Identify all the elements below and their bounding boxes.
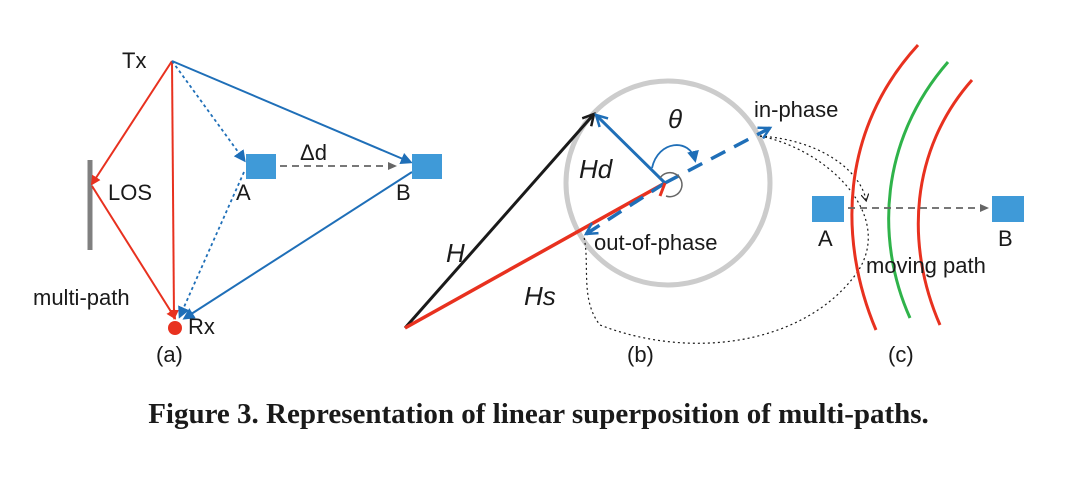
point-a-label: A xyxy=(236,180,251,205)
blue-dotted-tx-a xyxy=(171,60,246,163)
rx-label: Rx xyxy=(188,314,215,339)
dotted-curve-to-b xyxy=(583,135,869,344)
panel-a: Tx LOS multi-path Rx A B Δd (a) xyxy=(33,48,442,367)
delta-d-label: Δd xyxy=(300,140,327,165)
hd-label: Hd xyxy=(579,154,614,184)
blue-path-b-rx xyxy=(182,171,413,320)
panel-b: H Hd Hs θ in-phase out-of-phase (b) xyxy=(403,78,869,367)
blue-path-tx-b xyxy=(171,60,413,165)
block-a-c xyxy=(812,196,844,222)
blue-dotted-a-rx xyxy=(178,171,245,319)
panel-a-label: (a) xyxy=(156,342,183,367)
red-path-los xyxy=(168,60,179,320)
red-stub xyxy=(658,182,667,197)
point-a-c-label: A xyxy=(818,226,833,251)
h-label: H xyxy=(446,238,465,268)
in-phase-vector xyxy=(664,126,773,185)
out-of-phase-label: out-of-phase xyxy=(594,230,718,255)
dotted-curve-to-c xyxy=(759,135,866,200)
out-of-phase-vector xyxy=(583,181,666,236)
vector-hs xyxy=(404,181,666,330)
figure-caption: Figure 3. Representation of linear super… xyxy=(148,398,929,430)
fresnel-curve-red-2 xyxy=(916,79,974,326)
multipath-label: multi-path xyxy=(33,285,130,310)
theta-arc xyxy=(651,144,699,169)
theta-label: θ xyxy=(668,104,682,134)
point-b-label: B xyxy=(396,180,411,205)
rotation-arc xyxy=(659,171,683,198)
red-path-wall-rx xyxy=(91,185,177,320)
panel-c-label: (c) xyxy=(888,342,914,367)
vector-h xyxy=(403,112,596,329)
vector-hd xyxy=(594,113,667,185)
fresnel-curve-green xyxy=(887,61,950,319)
block-b-c xyxy=(992,196,1024,222)
red-path-tx-wall xyxy=(90,60,173,186)
fresnel-curve-red-1 xyxy=(850,43,920,331)
in-phase-label: in-phase xyxy=(754,97,838,122)
los-label: LOS xyxy=(108,180,152,205)
moving-path-label: moving path xyxy=(866,253,986,278)
phase-circle xyxy=(563,78,773,288)
panel-c: A B moving path (c) xyxy=(812,43,1024,367)
panel-b-label: (b) xyxy=(627,342,654,367)
tx-label: Tx xyxy=(122,48,146,73)
block-b xyxy=(412,154,442,179)
block-a xyxy=(246,154,276,179)
rx-dot xyxy=(168,321,182,335)
hs-label: Hs xyxy=(524,281,556,311)
point-b-c-label: B xyxy=(998,226,1013,251)
